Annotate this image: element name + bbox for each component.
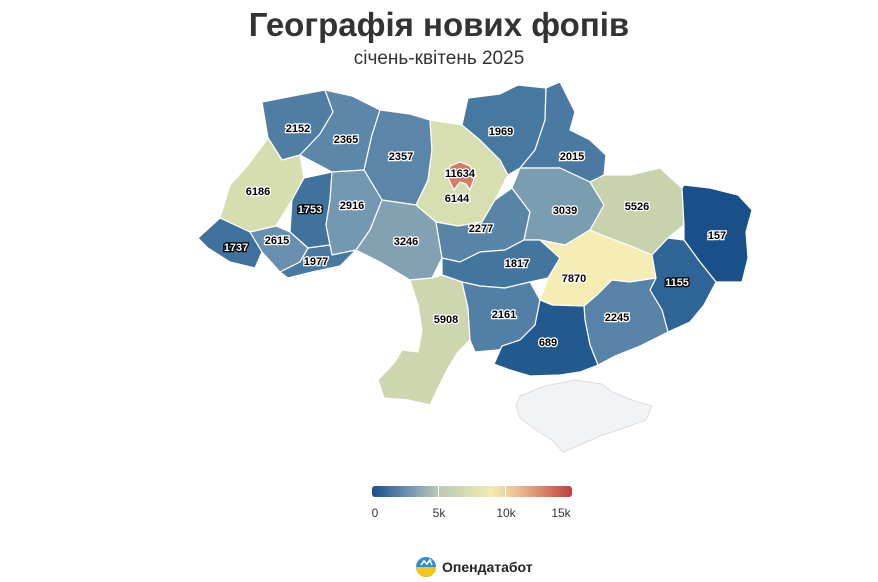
label-poltava: 3039	[553, 205, 577, 217]
legend-separator	[505, 486, 506, 497]
region-crimea	[515, 379, 653, 453]
label-kirovohrad: 1817	[505, 258, 529, 270]
region-luhansk[interactable]	[681, 184, 753, 283]
label-ternopil: 1753	[298, 204, 322, 216]
legend-tick-0: 0	[371, 506, 379, 520]
label-kharkiv: 5526	[625, 201, 649, 213]
label-vinnytsia: 3246	[394, 236, 418, 248]
label-kyiv-city: 11634	[445, 168, 476, 180]
label-sumy: 2015	[560, 151, 584, 163]
legend-separator	[438, 486, 439, 497]
label-khmelnytskyi: 2916	[340, 200, 364, 212]
label-dnipropetrovsk: 7870	[562, 273, 586, 285]
label-chernihiv: 1969	[489, 126, 513, 138]
region-kyiv-city[interactable]	[447, 161, 476, 191]
legend-tick-15k: 15k	[551, 506, 571, 520]
label-volyn: 2152	[286, 123, 310, 135]
region-chernivtsi[interactable]	[279, 244, 357, 279]
label-donetsk: 1155	[665, 277, 689, 289]
map-title: Географія нових фопів	[248, 6, 630, 43]
label-lviv: 6186	[246, 186, 270, 198]
label-ivano-frankivsk: 2615	[265, 235, 289, 247]
label-zaporizhzhia: 2245	[605, 312, 629, 324]
label-luhansk: 157	[708, 230, 726, 242]
color-scale-legend	[372, 486, 572, 497]
legend-tick-5k: 5k	[432, 506, 446, 520]
label-kyiv-oblast: 6144	[445, 193, 470, 205]
region-odesa[interactable]	[377, 274, 471, 406]
label-mykolaiv: 2161	[492, 309, 516, 321]
label-zhytomyr: 2357	[389, 151, 413, 163]
brand-footer[interactable]: Опендатабот	[415, 554, 533, 580]
label-chernivtsi: 1977	[304, 256, 328, 268]
label-kherson: 689	[539, 337, 557, 349]
legend-tick-10k: 10k	[496, 506, 516, 520]
region-kherson[interactable]	[493, 299, 599, 377]
opendatabot-logo-icon	[416, 557, 436, 577]
map-subtitle: січень-квітень 2025	[353, 48, 525, 69]
brand-name: Опендатабот	[442, 559, 533, 575]
label-cherkasy: 2277	[469, 223, 493, 235]
label-rivne: 2365	[334, 134, 358, 146]
label-odesa: 5908	[434, 314, 458, 326]
label-zakarpattia: 1737	[224, 242, 248, 254]
